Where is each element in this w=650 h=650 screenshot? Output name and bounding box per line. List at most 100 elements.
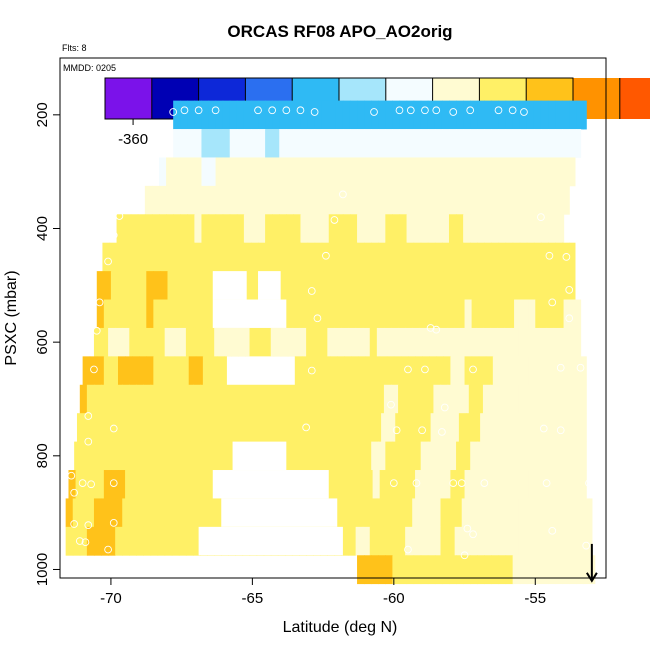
observation-point (508, 106, 517, 115)
heatmap-cell (386, 271, 395, 300)
heatmap-cell (236, 100, 245, 130)
heatmap-cell (129, 498, 137, 528)
heatmap-cell (174, 271, 183, 300)
heatmap-cell (328, 242, 337, 272)
heatmap-cell (484, 555, 493, 585)
heatmap-cell (187, 441, 195, 471)
heatmap-cell (365, 299, 374, 329)
heatmap-cell (528, 470, 536, 499)
heatmap-cell (429, 470, 437, 499)
heatmap-cell (287, 299, 296, 329)
heatmap-cell (109, 242, 118, 272)
heatmap-cell (344, 271, 352, 300)
heatmap-cell (229, 157, 238, 187)
heatmap-cell (385, 214, 394, 244)
heatmap-cell (183, 413, 191, 443)
heatmap-cell (376, 526, 385, 556)
heatmap-cell (490, 498, 498, 528)
heatmap-cell (497, 327, 505, 357)
heatmap-cell (576, 100, 584, 130)
heatmap-cell (280, 271, 289, 300)
heatmap-cell (461, 384, 470, 414)
heatmap-cell (378, 555, 386, 585)
heatmap-cell (385, 242, 394, 272)
heatmap-cell (323, 271, 331, 300)
heatmap-cell (300, 441, 309, 471)
heatmap-cell (398, 327, 406, 357)
heatmap-cell (576, 129, 582, 158)
heatmap-cell (463, 129, 471, 158)
observation-point (90, 365, 98, 374)
heatmap-cell (351, 271, 360, 300)
heatmap-cell (540, 185, 549, 215)
heatmap-cell (365, 356, 374, 386)
heatmap-cell (335, 129, 344, 158)
heatmap-cell (390, 384, 399, 414)
heatmap-cell (555, 129, 563, 158)
heatmap-cell (574, 526, 583, 556)
heatmap-cell (166, 441, 174, 471)
heatmap-cell (178, 498, 187, 528)
heatmap-cell (150, 327, 159, 357)
heatmap-cell (357, 441, 365, 471)
heatmap-cell (477, 214, 485, 244)
heatmap-cell (405, 526, 413, 556)
heatmap-cell (81, 441, 89, 471)
heatmap-cell (407, 356, 416, 386)
observation-point (469, 365, 477, 374)
heatmap-cell (202, 470, 211, 499)
heatmap-cell (569, 242, 576, 272)
heatmap-cell (243, 100, 252, 130)
heatmap-cell (498, 100, 507, 130)
heatmap-cell (563, 271, 572, 300)
heatmap-cell (161, 413, 170, 443)
heatmap-cell (314, 441, 323, 471)
heatmap-cell (194, 129, 203, 158)
heatmap-cell (454, 327, 463, 357)
observation-point (539, 424, 548, 433)
heatmap-cell (222, 242, 231, 272)
heatmap-cell (456, 555, 464, 585)
heatmap-cell (157, 327, 166, 357)
heatmap-cell (335, 214, 344, 244)
heatmap-cell (195, 356, 204, 386)
heatmap-cell (194, 242, 203, 272)
heatmap-cell (470, 555, 478, 585)
heatmap-cell (173, 157, 181, 187)
heatmap-cell (463, 555, 471, 585)
heatmap-cell (337, 271, 345, 300)
heatmap-cell (535, 271, 543, 300)
heatmap-cell (441, 100, 450, 130)
heatmap-cell (419, 526, 427, 556)
heatmap-cell (498, 214, 507, 244)
heatmap-cell (258, 185, 266, 215)
heatmap-cell (180, 157, 188, 187)
heatmap-cell (321, 100, 330, 130)
heatmap-cell (204, 413, 212, 443)
heatmap-cell (372, 299, 381, 329)
observation-point (310, 108, 319, 116)
heatmap-cell (505, 214, 514, 244)
heatmap-cell (236, 185, 245, 215)
heatmap-cell (473, 413, 481, 443)
heatmap-cell (242, 384, 251, 414)
heatmap-cell (468, 498, 477, 528)
heatmap-cell (533, 100, 542, 130)
heatmap-cell (468, 526, 477, 556)
heatmap-cell (492, 470, 501, 499)
heatmap-cell (334, 384, 343, 414)
observation-point (211, 106, 220, 115)
heatmap-cell (470, 157, 478, 187)
heatmap-cell (420, 242, 429, 272)
heatmap-cell (505, 242, 514, 272)
heatmap-cell (369, 498, 378, 528)
heatmap-cell (444, 413, 453, 443)
heatmap-cell (344, 470, 352, 499)
heatmap-cell (440, 384, 449, 414)
heatmap-cell (392, 129, 401, 158)
heatmap-cell (284, 327, 293, 357)
heatmap-cell (101, 498, 109, 528)
heatmap-cell (349, 157, 358, 187)
heatmap-cell (399, 441, 408, 471)
heatmap-cell (349, 242, 358, 272)
